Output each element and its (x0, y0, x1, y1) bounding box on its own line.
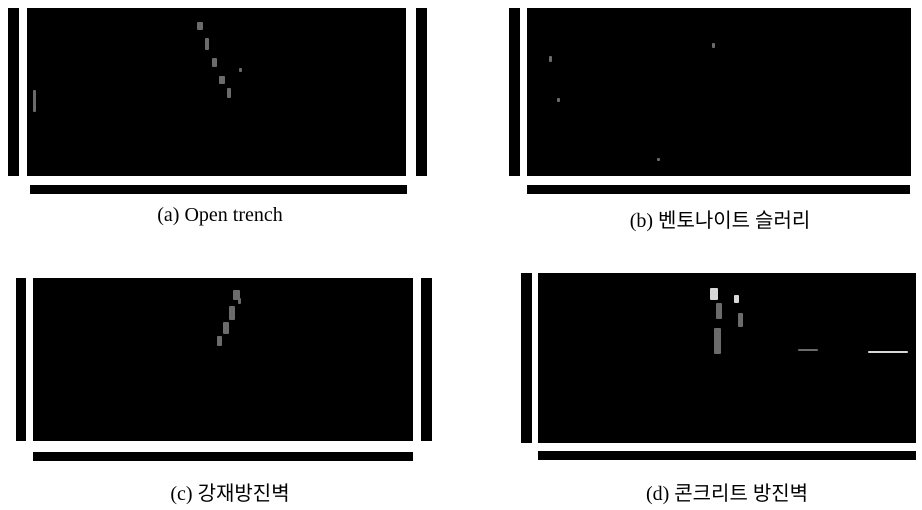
caption-d: (d) 콘크리트 방진벽 (645, 483, 809, 505)
wave-field-image (527, 8, 911, 176)
left-wall-bar (8, 8, 19, 176)
surface-bar (30, 185, 407, 194)
surface-bar (527, 185, 910, 194)
wave-field-image (27, 8, 406, 176)
left-wall-bar (521, 273, 532, 443)
surface-bar (33, 452, 413, 461)
left-wall-bar (16, 278, 26, 441)
right-wall-bar (416, 8, 427, 176)
wave-field-image (538, 273, 916, 443)
caption-a: (a) Open trench (157, 204, 283, 226)
left-wall-bar (509, 8, 520, 176)
right-wall-bar (421, 278, 432, 441)
wave-field-image (33, 278, 413, 441)
caption-b: (b) 벤토나이트 슬러리 (629, 210, 811, 232)
caption-c: (c) 강재방진벽 (170, 483, 290, 505)
surface-bar (538, 451, 916, 460)
